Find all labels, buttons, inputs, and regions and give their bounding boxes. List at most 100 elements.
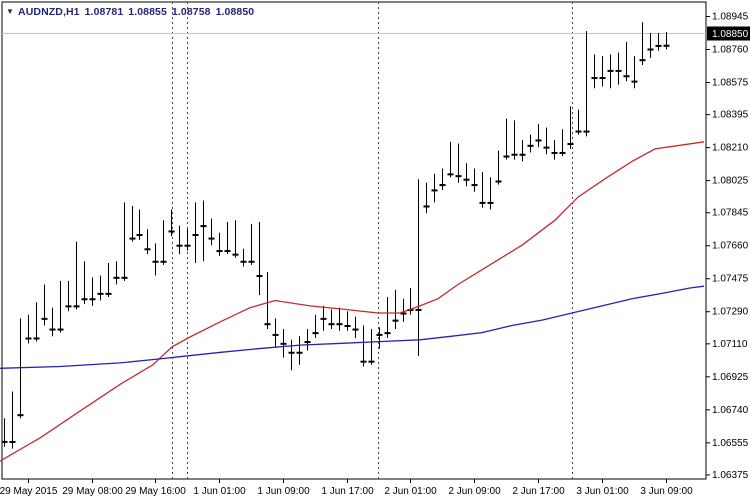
price-axis-label[interactable]: 1.08575: [712, 78, 749, 89]
bull-candle-body[interactable]: [647, 48, 654, 51]
bull-candle-body[interactable]: [615, 69, 622, 72]
bear-candle-body[interactable]: [144, 248, 151, 251]
bear-candle-body[interactable]: [232, 253, 239, 256]
time-axis-label[interactable]: 2 Jun 17:00: [512, 486, 565, 497]
bull-candle-body[interactable]: [519, 153, 526, 156]
price-axis-label[interactable]: 1.06925: [712, 372, 749, 383]
bull-candle-body[interactable]: [663, 44, 670, 47]
bull-candle-body[interactable]: [368, 360, 375, 363]
bear-candle-body[interactable]: [176, 244, 183, 247]
price-axis-label[interactable]: 1.07290: [712, 307, 749, 318]
bear-candle-body[interactable]: [272, 333, 279, 336]
time-axis-label[interactable]: 1 Jun 09:00: [257, 486, 310, 497]
bear-candle-body[interactable]: [591, 77, 598, 80]
bull-candle-body[interactable]: [559, 151, 566, 154]
bull-candle-body[interactable]: [33, 337, 40, 340]
time-axis-label[interactable]: 3 Jun 01:00: [576, 486, 629, 497]
bull-candle-body[interactable]: [73, 305, 80, 308]
bull-candle-body[interactable]: [415, 308, 422, 311]
bull-candle-body[interactable]: [376, 333, 383, 336]
time-axis-label[interactable]: 29 May 08:00: [62, 486, 123, 497]
bull-candle-body[interactable]: [639, 59, 646, 62]
bull-candle-body[interactable]: [248, 260, 255, 263]
bull-candle-body[interactable]: [105, 292, 112, 295]
time-axis-label[interactable]: 29 May 16:00: [125, 486, 186, 497]
time-axis-label[interactable]: 2 Jun 09:00: [448, 486, 501, 497]
bull-candle-body[interactable]: [336, 323, 343, 326]
bull-candle-body[interactable]: [447, 173, 454, 176]
time-axis-label[interactable]: 29 May 2015: [0, 486, 58, 497]
bear-candle-body[interactable]: [168, 230, 175, 233]
bull-candle-body[interactable]: [296, 351, 303, 354]
bear-candle-body[interactable]: [41, 317, 48, 320]
bear-candle-body[interactable]: [623, 75, 630, 78]
bull-candle-body[interactable]: [431, 189, 438, 192]
bear-candle-body[interactable]: [208, 237, 215, 240]
price-axis-label[interactable]: 1.07845: [712, 208, 749, 219]
bear-candle-body[interactable]: [113, 276, 120, 279]
price-axis-label[interactable]: 1.06375: [712, 470, 749, 481]
bear-candle-body[interactable]: [344, 324, 351, 327]
bull-candle-body[interactable]: [631, 80, 638, 83]
bull-candle-body[interactable]: [487, 201, 494, 204]
bear-candle-body[interactable]: [352, 328, 359, 331]
bear-candle-body[interactable]: [65, 305, 72, 308]
bull-candle-body[interactable]: [89, 298, 96, 301]
price-axis-label[interactable]: 1.08210: [712, 143, 749, 154]
bull-candle-body[interactable]: [384, 332, 391, 335]
price-axis-label[interactable]: 1.06555: [712, 438, 749, 449]
bull-candle-body[interactable]: [312, 332, 319, 335]
bull-candle-body[interactable]: [192, 234, 199, 237]
bull-candle-body[interactable]: [160, 260, 167, 263]
bull-candle-body[interactable]: [304, 341, 311, 344]
price-axis-label[interactable]: 1.07475: [712, 274, 749, 285]
bull-candle-body[interactable]: [224, 250, 231, 253]
bear-candle-body[interactable]: [136, 234, 143, 237]
bull-candle-body[interactable]: [495, 180, 502, 183]
bull-candle-body[interactable]: [535, 139, 542, 142]
bear-candle-body[interactable]: [240, 260, 247, 263]
bull-candle-body[interactable]: [503, 155, 510, 158]
bull-candle-body[interactable]: [527, 144, 534, 147]
bear-candle-body[interactable]: [49, 328, 56, 331]
bear-candle-body[interactable]: [216, 250, 223, 253]
bear-candle-body[interactable]: [479, 201, 486, 204]
bear-candle-body[interactable]: [25, 337, 32, 340]
bull-candle-body[interactable]: [567, 143, 574, 146]
time-axis-label[interactable]: 3 Jun 09:00: [640, 486, 693, 497]
time-axis-label[interactable]: 2 Jun 01:00: [384, 486, 437, 497]
bear-candle-body[interactable]: [455, 175, 462, 178]
bull-candle-body[interactable]: [129, 237, 136, 240]
bull-candle-body[interactable]: [9, 440, 16, 443]
bear-candle-body[interactable]: [1, 440, 8, 443]
bear-candle-body[interactable]: [256, 275, 263, 278]
bull-candle-body[interactable]: [392, 319, 399, 322]
price-axis-label[interactable]: 1.08395: [712, 110, 749, 121]
bear-candle-body[interactable]: [152, 260, 159, 263]
bear-candle-body[interactable]: [97, 292, 104, 295]
bull-candle-body[interactable]: [320, 317, 327, 320]
bear-candle-body[interactable]: [280, 342, 287, 345]
bull-candle-body[interactable]: [599, 77, 606, 80]
bear-candle-body[interactable]: [328, 323, 335, 326]
bear-candle-body[interactable]: [543, 146, 550, 149]
time-axis-label[interactable]: 1 Jun 01:00: [193, 486, 246, 497]
price-axis-label[interactable]: 1.08945: [712, 12, 749, 23]
bear-candle-body[interactable]: [471, 184, 478, 187]
price-axis-label[interactable]: 1.07660: [712, 241, 749, 252]
price-axis-label[interactable]: 1.08025: [712, 176, 749, 187]
bull-candle-body[interactable]: [583, 130, 590, 133]
bull-candle-body[interactable]: [17, 414, 24, 417]
time-axis-label[interactable]: 1 Jun 17:00: [321, 486, 374, 497]
bear-candle-body[interactable]: [288, 351, 295, 354]
price-axis-label[interactable]: 1.08760: [712, 45, 749, 56]
price-axis-label[interactable]: 1.07110: [712, 339, 748, 350]
bear-candle-body[interactable]: [575, 130, 582, 133]
bear-candle-body[interactable]: [655, 44, 662, 47]
bear-candle-body[interactable]: [511, 153, 518, 156]
symbol-dropdown-icon[interactable]: ▼: [6, 7, 15, 16]
bear-candle-body[interactable]: [463, 178, 470, 181]
bear-candle-body[interactable]: [81, 298, 88, 301]
bear-candle-body[interactable]: [264, 323, 271, 326]
